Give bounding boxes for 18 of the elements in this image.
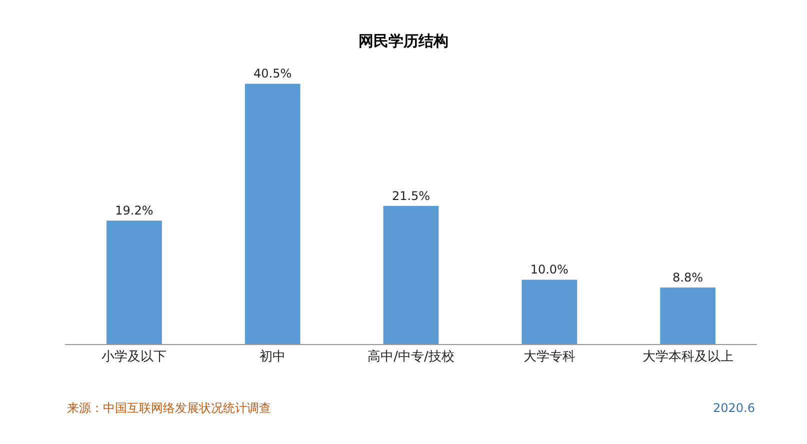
data-label: 19.2% <box>115 204 154 218</box>
data-label: 40.5% <box>254 66 292 81</box>
x-tick-label: 初中 <box>260 350 286 365</box>
x-tick-label: 大学专科 <box>523 350 576 365</box>
bar <box>106 220 162 344</box>
bar <box>383 206 439 344</box>
chart-title: 网民学历结构 <box>358 32 448 50</box>
x-tick-label: 小学及以下 <box>102 350 167 365</box>
bar <box>244 84 300 344</box>
data-label: 10.0% <box>530 262 568 277</box>
source-note: 来源：中国互联网络发展状况统计调查 <box>67 401 271 415</box>
x-tick-label: 大学本科及以上 <box>642 350 734 365</box>
text: 2020.6 <box>713 401 755 415</box>
data-label: 21.5% <box>392 188 430 203</box>
x-tick-label: 高中/中专/技校 <box>368 348 454 365</box>
bar <box>660 287 716 344</box>
data-label: 8.8% <box>672 270 704 284</box>
bar <box>522 280 578 344</box>
